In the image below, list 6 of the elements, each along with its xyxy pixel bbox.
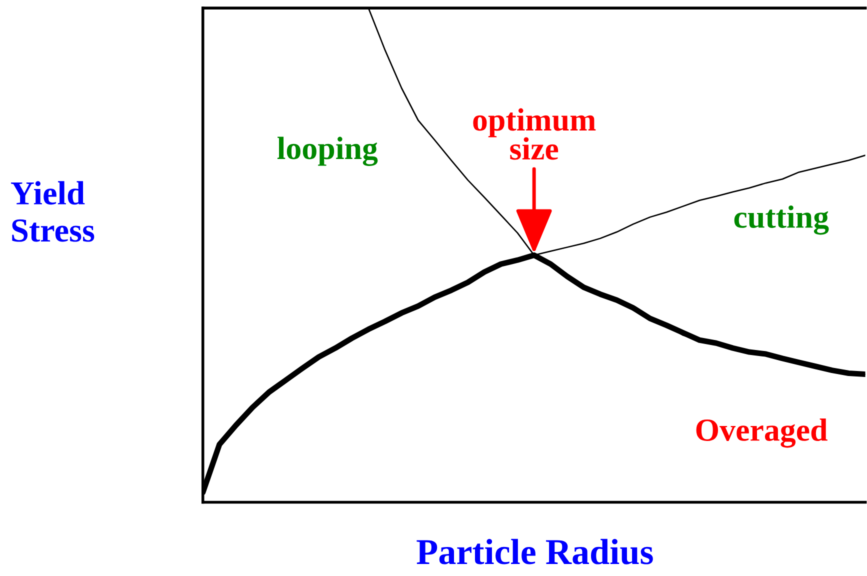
annotation: optimum size	[473, 108, 596, 160]
annotation: looping	[277, 136, 378, 166]
x-axis-title: Particle Radius	[416, 538, 653, 564]
y-axis-title: Yield Stress	[10, 181, 94, 242]
annotation: cutting	[734, 205, 829, 235]
annotation: Overaged	[696, 418, 828, 448]
